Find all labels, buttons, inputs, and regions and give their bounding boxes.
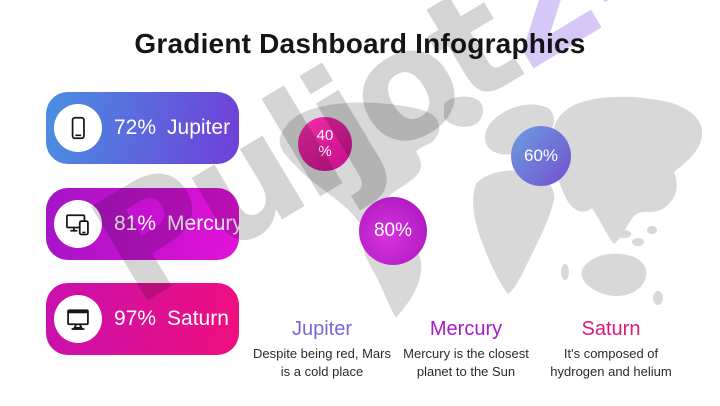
legend-item-mercury: Mercury Mercury is the closest planet to… <box>386 318 546 381</box>
legend-title: Saturn <box>581 318 641 340</box>
legend-item-jupiter: Jupiter Despite being red, Mars is a col… <box>242 318 402 381</box>
page-title: Gradient Dashboard Infographics <box>134 28 586 59</box>
card-percent: 97% <box>114 306 157 330</box>
icon-circle <box>54 200 102 248</box>
map-marker-saturn: 60% <box>511 126 571 186</box>
legend-title: Mercury <box>429 318 503 340</box>
legend-description: Despite being red, Mars is a cold place <box>252 346 391 380</box>
stat-card-jupiter: 72% Jupiter <box>46 92 239 164</box>
card-percent: 72% <box>114 115 157 139</box>
marker-value: 40 <box>316 127 334 145</box>
marker-suffix: % <box>318 143 332 160</box>
stat-card-mercury: 81% Mercury <box>46 188 243 260</box>
legend-description: Mercury is the closest planet to the Sun <box>403 346 529 380</box>
responsive-devices-icon <box>64 210 92 238</box>
legend-description: It's composed of hydrogen and helium <box>550 346 672 380</box>
map-marker-mercury: 80% <box>359 197 427 265</box>
icon-circle <box>54 104 102 152</box>
desktop-monitor-icon <box>64 305 92 333</box>
map-marker-jupiter: 40 % <box>298 117 352 171</box>
card-name: Jupiter <box>167 115 231 139</box>
card-name: Saturn <box>167 306 229 330</box>
smartphone-icon <box>65 115 91 141</box>
card-percent: 81% <box>114 211 157 235</box>
icon-circle <box>54 295 102 343</box>
stat-card-saturn: 97% Saturn <box>46 283 239 355</box>
legend-title: Jupiter <box>291 318 353 340</box>
marker-value: 60% <box>523 146 559 166</box>
marker-value: 80% <box>373 220 413 242</box>
card-name: Mercury <box>167 211 243 235</box>
legend-item-saturn: Saturn It's composed of hydrogen and hel… <box>531 318 691 381</box>
